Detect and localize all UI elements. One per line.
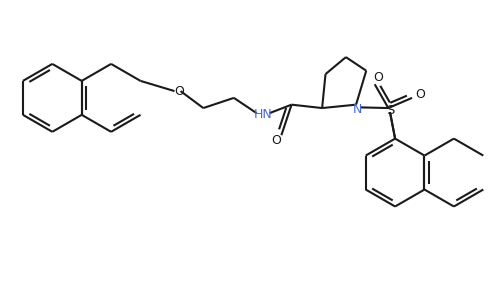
Text: S: S <box>386 104 394 117</box>
Text: HN: HN <box>253 108 272 121</box>
Text: O: O <box>416 88 426 101</box>
Text: N: N <box>353 103 362 116</box>
Text: O: O <box>373 71 383 84</box>
Text: O: O <box>271 134 281 147</box>
Text: O: O <box>175 85 185 98</box>
